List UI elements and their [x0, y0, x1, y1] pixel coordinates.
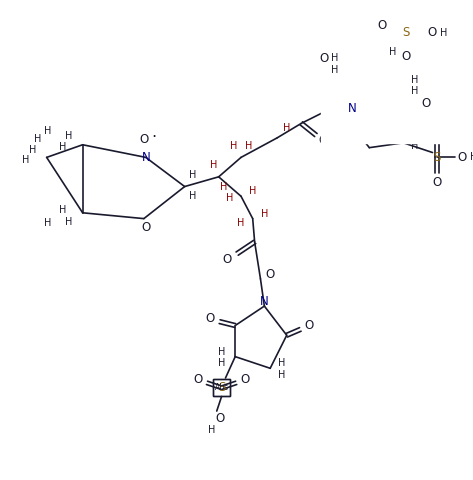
Text: H: H	[34, 134, 42, 144]
Text: S: S	[403, 26, 410, 39]
Text: H: H	[208, 425, 216, 435]
Text: H: H	[412, 74, 419, 84]
Text: H: H	[44, 126, 51, 136]
Text: H: H	[373, 131, 381, 141]
Text: H: H	[189, 191, 196, 201]
Text: O: O	[141, 221, 150, 234]
Text: O: O	[205, 312, 215, 325]
Text: O: O	[319, 52, 328, 65]
Text: H: H	[189, 170, 196, 180]
Polygon shape	[321, 7, 462, 143]
Text: H: H	[220, 181, 227, 192]
Text: H: H	[412, 141, 419, 151]
Text: O: O	[324, 93, 333, 106]
Text: H: H	[44, 217, 51, 228]
Text: ·: ·	[151, 131, 156, 145]
Text: H: H	[412, 128, 419, 138]
Text: O: O	[139, 133, 149, 146]
Text: H: H	[218, 359, 225, 369]
Text: H: H	[249, 186, 256, 196]
Text: H: H	[278, 370, 286, 380]
Text: O: O	[215, 412, 224, 425]
Text: O: O	[305, 319, 314, 332]
Text: O: O	[324, 127, 333, 140]
Text: H: H	[218, 347, 225, 357]
Text: H: H	[331, 53, 338, 63]
Text: H: H	[22, 156, 29, 165]
Text: O: O	[265, 267, 275, 280]
Text: H: H	[29, 144, 37, 155]
Text: H: H	[261, 209, 268, 219]
Text: O: O	[318, 134, 327, 147]
Text: H: H	[65, 131, 73, 141]
Text: O: O	[421, 97, 430, 110]
Text: O: O	[425, 117, 434, 130]
Text: O: O	[377, 19, 386, 32]
Text: O: O	[193, 373, 203, 386]
Text: S: S	[434, 151, 441, 164]
Text: H: H	[470, 152, 473, 162]
Polygon shape	[352, 101, 406, 143]
Text: Abs: Abs	[215, 383, 228, 392]
Text: O: O	[427, 26, 436, 39]
Text: H: H	[237, 218, 245, 228]
Text: S: S	[218, 381, 225, 394]
Text: N: N	[260, 295, 269, 308]
Text: N: N	[348, 102, 356, 115]
Text: H: H	[226, 193, 233, 203]
Text: N: N	[365, 91, 374, 104]
Text: O: O	[433, 176, 442, 189]
Text: H: H	[229, 141, 237, 151]
Text: H: H	[210, 160, 218, 170]
Text: O: O	[402, 50, 411, 63]
Text: O: O	[223, 253, 232, 266]
Text: H: H	[278, 359, 286, 369]
Text: N: N	[141, 151, 150, 164]
Text: H: H	[60, 142, 67, 152]
Text: O: O	[457, 151, 466, 164]
Text: O: O	[240, 373, 250, 386]
Text: H: H	[60, 205, 67, 215]
Text: O: O	[433, 126, 442, 139]
Text: H: H	[65, 216, 73, 227]
Text: O: O	[352, 88, 361, 101]
Text: H: H	[412, 86, 419, 96]
Text: H: H	[389, 48, 396, 58]
Text: H: H	[361, 131, 368, 141]
Text: H: H	[283, 123, 290, 133]
Text: H: H	[331, 65, 338, 75]
Text: H: H	[439, 28, 447, 38]
Text: H: H	[245, 141, 253, 151]
